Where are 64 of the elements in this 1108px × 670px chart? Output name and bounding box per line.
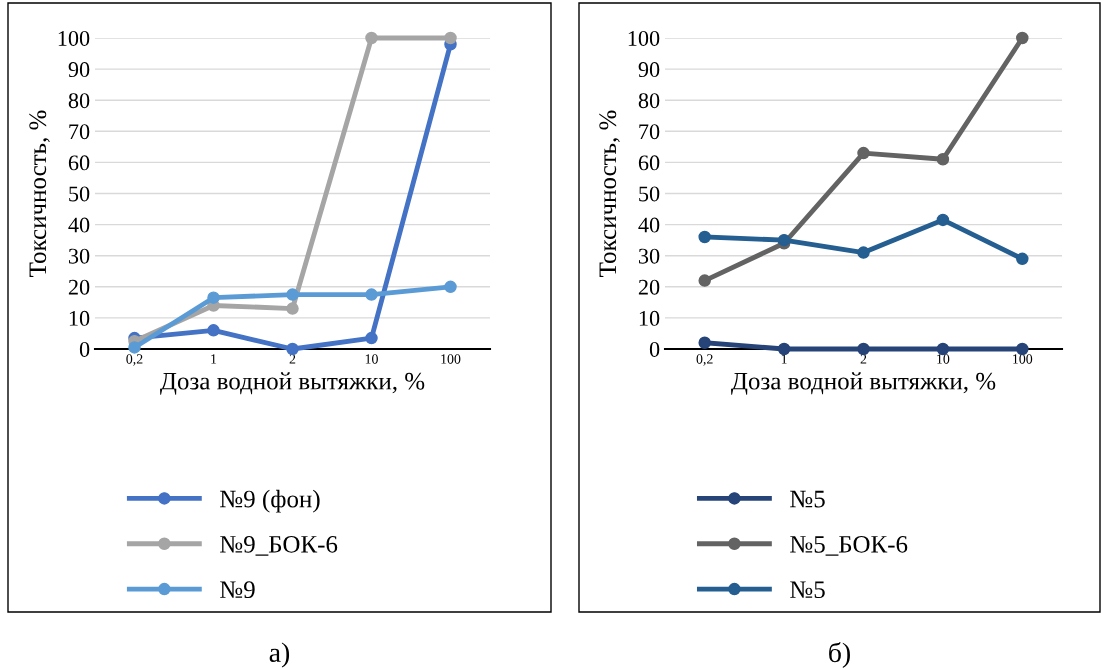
y-tick-label: 90	[638, 62, 660, 78]
point	[777, 233, 791, 247]
y-tick-label: 40	[68, 217, 90, 233]
y-tick-label: 20	[638, 279, 660, 295]
y-tick-label: 100	[628, 30, 660, 46]
x-tick-label: 1	[211, 354, 217, 364]
x-axis-title: Доза водной вытяжки, %	[731, 372, 996, 395]
y-tick-label: 40	[638, 217, 660, 233]
y-tick-label: 20	[68, 279, 90, 295]
x-tick-label: 0,2	[696, 354, 713, 366]
y-tick-label: 60	[68, 155, 90, 171]
point	[857, 246, 870, 259]
x-tick-label: 10	[937, 354, 950, 364]
point	[936, 153, 950, 166]
legend-label: №9_БОК-6	[220, 535, 338, 556]
point	[698, 230, 711, 244]
text: а)	[269, 642, 290, 668]
y-tick-label: 10	[69, 310, 90, 326]
y-tick-label: 30	[68, 248, 90, 264]
y-tick-label: 0	[79, 341, 90, 357]
point	[207, 291, 220, 304]
point	[1016, 252, 1029, 266]
point	[207, 324, 220, 337]
y-tick-label: 0	[649, 341, 660, 357]
legend-label: №9	[220, 581, 255, 599]
legend-label: №5_БОК-6	[790, 535, 908, 556]
point	[698, 274, 711, 287]
point	[365, 31, 378, 45]
x-tick-label: 100	[441, 354, 461, 364]
point	[698, 336, 711, 350]
legend-label: №9 (фон)	[220, 489, 320, 513]
point	[444, 31, 457, 45]
point	[857, 146, 870, 160]
y-tick-label: 80	[638, 93, 660, 109]
y-tick-label: 30	[638, 248, 660, 264]
y-tick-label: 80	[68, 93, 90, 109]
point	[286, 302, 299, 315]
x-tick-label: 10	[365, 354, 378, 364]
point	[936, 213, 950, 227]
y-tick-label: 60	[638, 155, 660, 171]
legend-label: №5	[790, 490, 825, 508]
x-axis-title: Доза водной вытяжки, %	[160, 372, 425, 395]
point	[857, 342, 870, 356]
point	[365, 331, 378, 345]
point	[286, 342, 299, 356]
point	[286, 288, 299, 301]
y-tick-label: 90	[68, 62, 90, 78]
y-tick-label: 70	[69, 124, 90, 140]
y-tick-label: 70	[639, 124, 660, 140]
legend-label: №5	[790, 581, 825, 599]
x-tick-label: 0,2	[126, 354, 143, 366]
y-tick-label: 10	[639, 310, 660, 326]
y-tick-label: 100	[58, 30, 90, 46]
y-tick-label: 50	[69, 186, 90, 202]
point	[777, 342, 791, 356]
point	[128, 341, 141, 354]
point	[1016, 31, 1029, 45]
y-axis-title: Токсичность, %	[599, 110, 620, 277]
y-axis-title: Токсичность, %	[29, 110, 50, 277]
x-tick-label: 100	[1013, 354, 1033, 364]
y-tick-label: 50	[639, 186, 660, 202]
point	[365, 288, 378, 301]
point	[444, 280, 457, 294]
text: б)	[829, 642, 850, 668]
